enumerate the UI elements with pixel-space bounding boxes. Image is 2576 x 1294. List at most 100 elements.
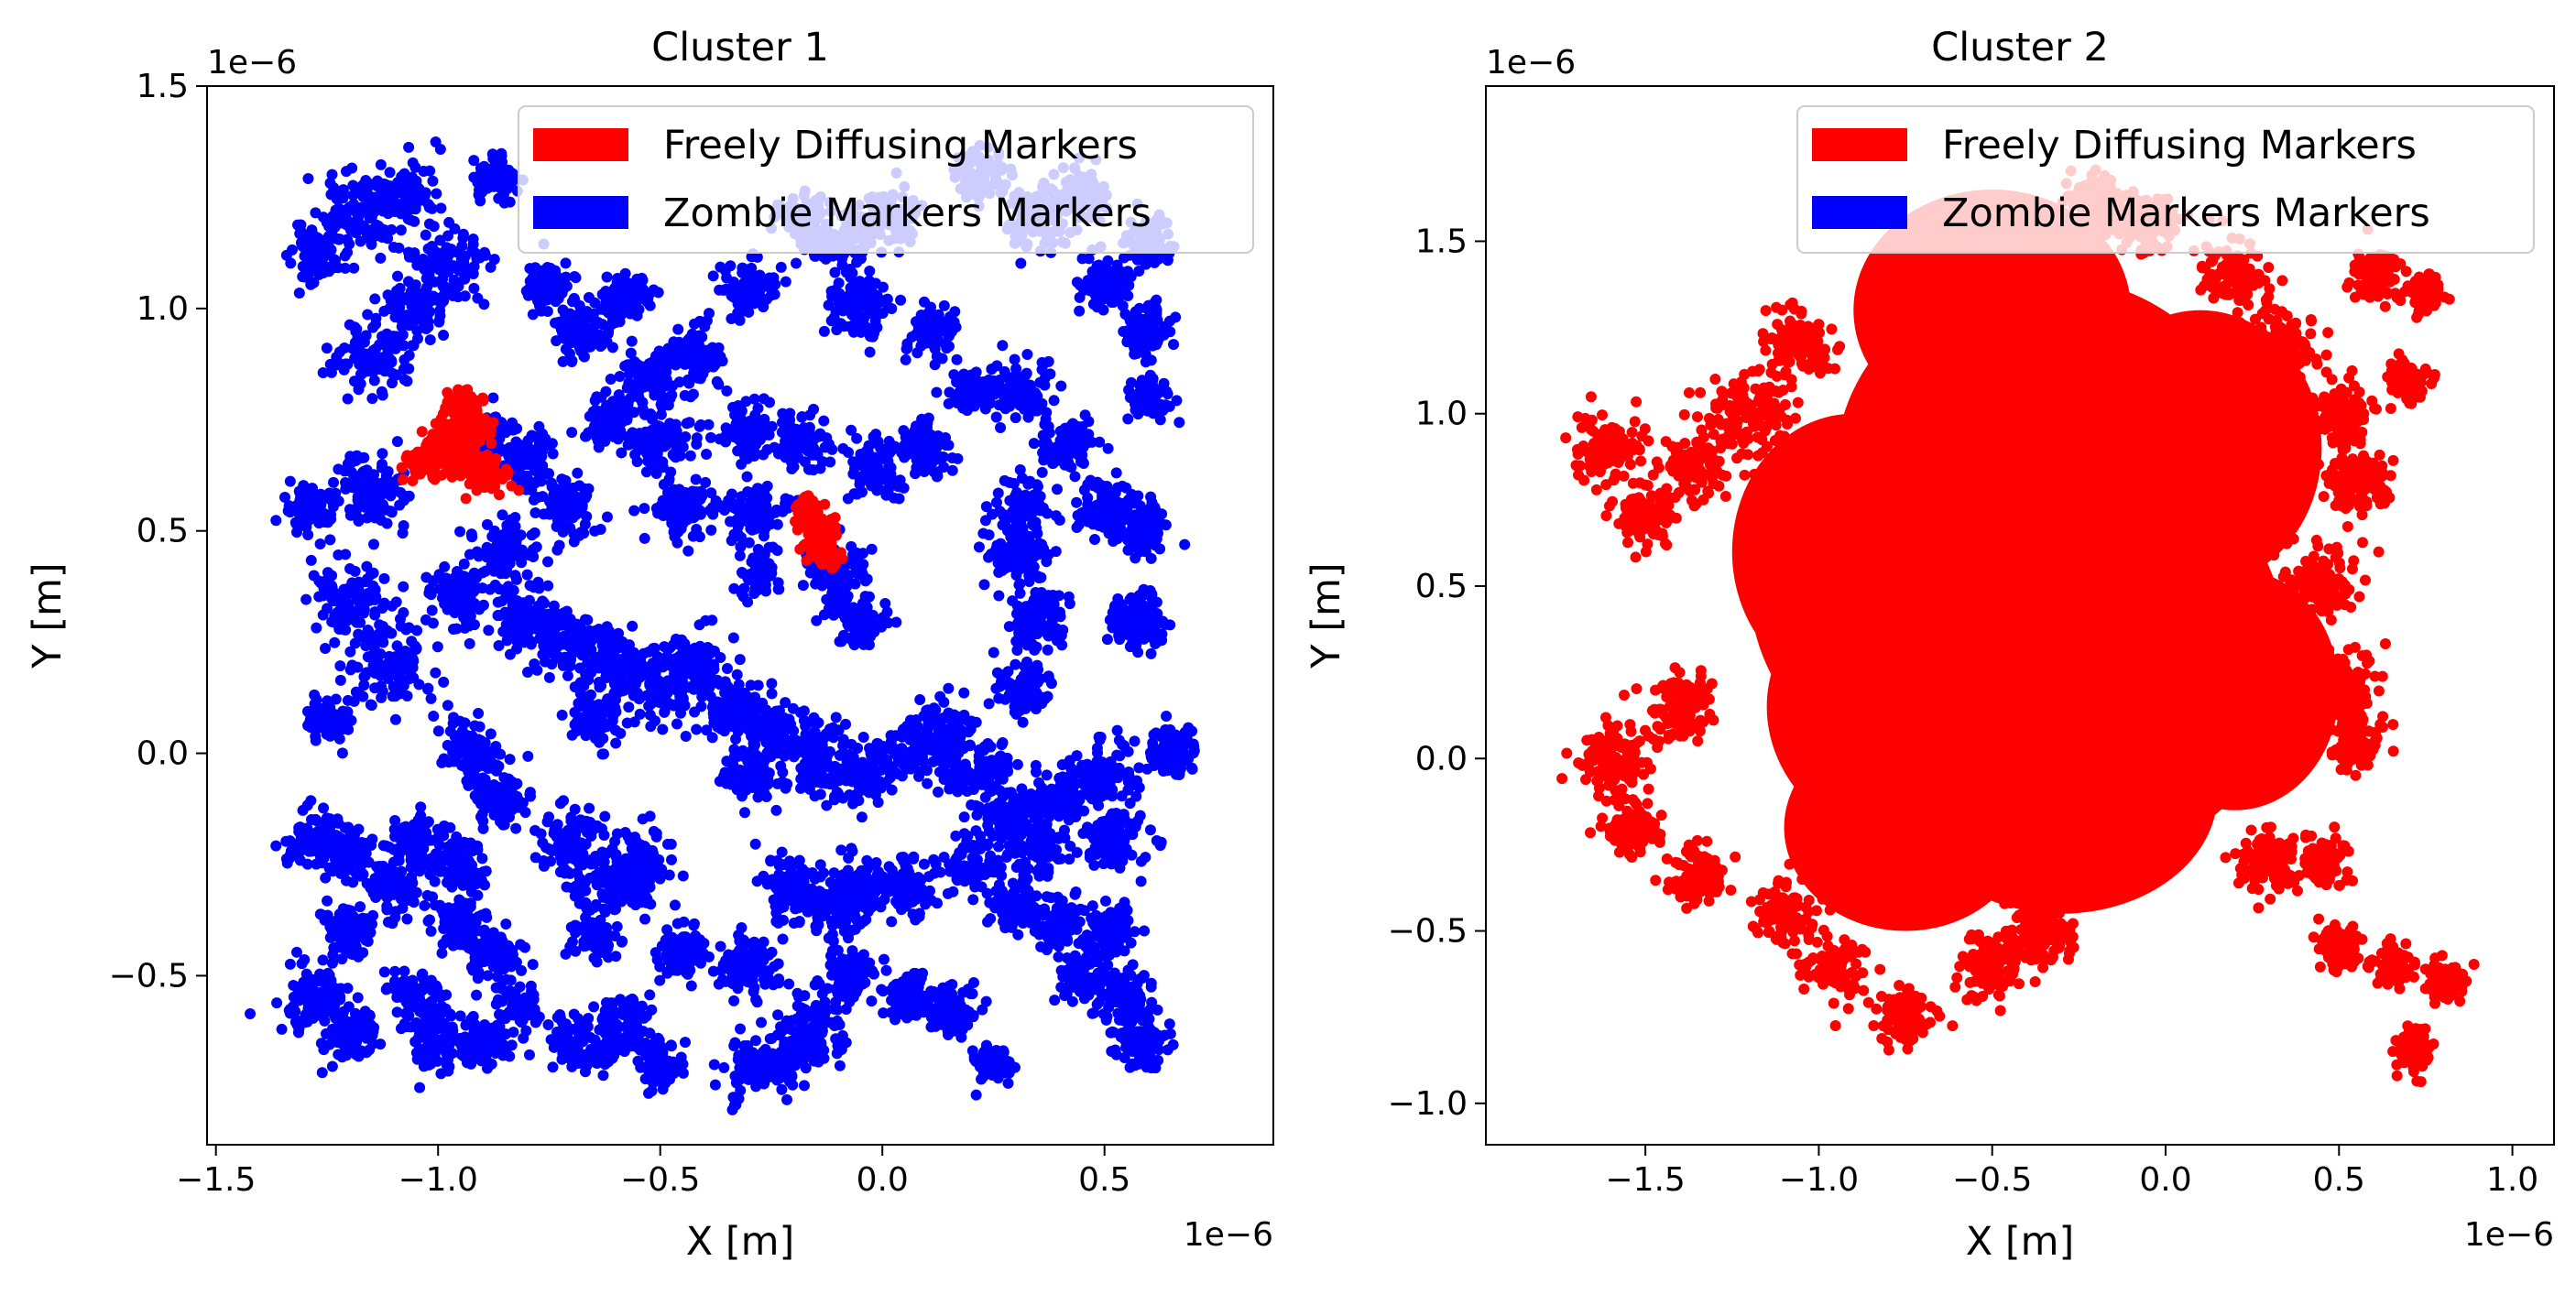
scatter-point bbox=[333, 463, 344, 475]
scatter-point bbox=[1112, 533, 1124, 545]
scatter-point bbox=[687, 530, 699, 542]
scatter-point bbox=[366, 393, 378, 405]
scatter-point bbox=[542, 556, 554, 568]
scatter-point bbox=[435, 298, 447, 310]
scatter-point bbox=[987, 508, 999, 520]
scatter-point bbox=[589, 525, 601, 537]
scatter-point bbox=[863, 275, 875, 287]
scatter-point bbox=[717, 284, 729, 296]
scatter-point bbox=[342, 393, 354, 405]
scatter-point bbox=[943, 397, 955, 409]
scatter-point bbox=[650, 467, 662, 479]
scatter-point bbox=[814, 428, 826, 440]
scatter-point bbox=[682, 545, 694, 557]
scatter-point bbox=[978, 579, 990, 591]
scatter-point bbox=[445, 244, 457, 256]
scatter-point bbox=[493, 639, 505, 651]
scatter-point bbox=[323, 231, 335, 243]
scatter-point bbox=[1021, 348, 1033, 360]
scatter-point bbox=[1126, 637, 1138, 649]
scatter-point bbox=[994, 545, 1006, 557]
scatter-point bbox=[804, 567, 816, 579]
scatter-point bbox=[1161, 386, 1173, 397]
scatter-point bbox=[422, 199, 434, 211]
scatter-point bbox=[551, 544, 563, 556]
scatter-point bbox=[644, 453, 656, 465]
scatter-point bbox=[1142, 530, 1154, 542]
scatter-point bbox=[348, 262, 360, 274]
scatter-point bbox=[371, 651, 383, 663]
scatter-point bbox=[862, 613, 874, 625]
scatter-point bbox=[1042, 670, 1054, 682]
scatter-point bbox=[620, 306, 632, 318]
scatter-point bbox=[306, 224, 318, 236]
scatter-point bbox=[365, 356, 377, 368]
scatter-point bbox=[464, 637, 475, 649]
scatter-point bbox=[999, 693, 1011, 705]
scatter-point bbox=[351, 323, 363, 335]
scatter-point bbox=[1036, 397, 1048, 409]
scatter-point bbox=[427, 175, 439, 187]
scatter-point bbox=[358, 607, 370, 619]
scatter-point bbox=[342, 246, 354, 258]
scatter-point bbox=[500, 427, 512, 439]
scatter-point bbox=[583, 427, 595, 439]
scatter-point bbox=[735, 404, 747, 416]
scatter-point bbox=[659, 361, 671, 373]
scatter-point bbox=[358, 483, 370, 495]
scatter-point bbox=[1011, 679, 1023, 690]
scatter-point bbox=[1179, 538, 1191, 550]
scatter-point bbox=[1110, 467, 1122, 479]
scatter-point bbox=[468, 567, 480, 579]
scatter-point bbox=[285, 257, 297, 269]
scatter-point bbox=[311, 622, 322, 634]
scatter-point bbox=[392, 270, 404, 282]
scatter-point bbox=[879, 597, 891, 609]
scatter-point bbox=[435, 202, 447, 214]
scatter-point bbox=[1064, 430, 1076, 442]
scatter-point bbox=[816, 580, 828, 592]
scatter-point bbox=[318, 252, 330, 264]
scatter-point bbox=[1120, 618, 1132, 630]
scatter-point bbox=[1136, 506, 1148, 517]
scatter-point bbox=[940, 439, 952, 451]
scatter-point bbox=[579, 484, 591, 495]
scatter-point bbox=[1101, 634, 1113, 646]
scatter-point bbox=[454, 596, 466, 608]
scatter-point bbox=[639, 503, 650, 515]
scatter-point bbox=[803, 463, 815, 475]
scatter-point bbox=[1027, 517, 1039, 529]
scatter-point bbox=[750, 297, 762, 309]
scatter-point bbox=[384, 167, 396, 179]
scatter-point bbox=[867, 299, 879, 311]
scatter-point bbox=[568, 536, 580, 548]
scatter-point bbox=[871, 321, 883, 333]
scatter-point bbox=[398, 364, 409, 375]
scatter-point bbox=[344, 664, 356, 676]
scatter-point bbox=[341, 166, 353, 178]
scatter-point bbox=[1104, 614, 1116, 625]
scatter-point bbox=[475, 195, 486, 207]
scatter-point bbox=[317, 609, 329, 621]
scatter-point bbox=[722, 500, 734, 512]
scatter-point bbox=[329, 616, 341, 628]
scatter-point bbox=[738, 582, 750, 594]
scatter-point bbox=[617, 416, 628, 428]
scatter-point bbox=[428, 711, 440, 723]
scatter-point bbox=[420, 300, 431, 312]
scatter-point bbox=[1017, 522, 1029, 534]
scatter-point bbox=[338, 601, 350, 613]
scatter-point bbox=[707, 270, 719, 282]
scatter-point bbox=[1150, 384, 1162, 396]
scatter-point bbox=[387, 204, 398, 216]
scatter-point bbox=[652, 507, 664, 519]
scatter-point bbox=[983, 529, 995, 541]
scatter-point bbox=[1043, 440, 1055, 452]
scatter-point bbox=[464, 549, 475, 560]
scatter-point bbox=[560, 257, 572, 269]
scatter-point bbox=[625, 347, 637, 359]
scatter-point bbox=[369, 512, 381, 524]
scatter-point bbox=[1024, 475, 1036, 487]
scatter-point bbox=[791, 257, 802, 269]
scatter-point bbox=[681, 418, 693, 430]
